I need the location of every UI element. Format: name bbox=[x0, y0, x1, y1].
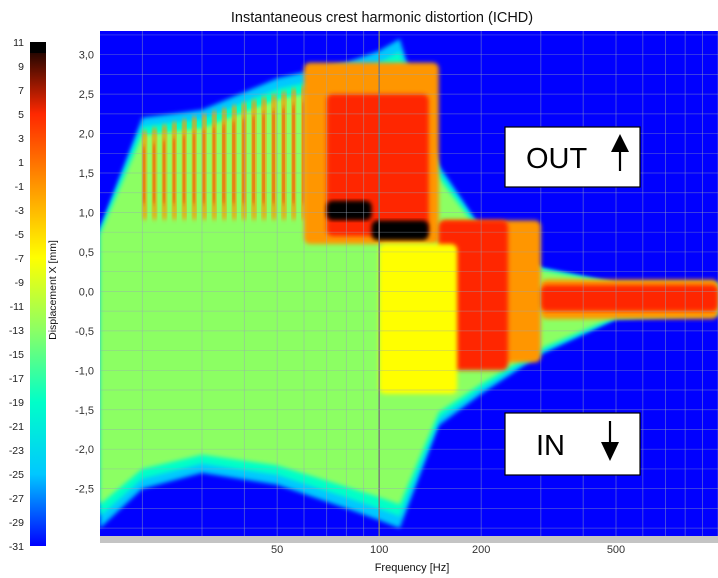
y-axis-ticks: -2,5 -2,0 -1,5 -1,0 -0,5 0,0 0,5 1,0 1,5 2,0 2,5 3,… bbox=[75, 50, 94, 496]
colorbar-tick-label: -21 bbox=[9, 421, 24, 433]
y-tick-label: 0,0 bbox=[79, 286, 94, 298]
in-callout: IN bbox=[504, 412, 641, 476]
colorbar-tick-label: -9 bbox=[15, 277, 24, 289]
y-tick-label: -1,5 bbox=[75, 405, 94, 417]
colorbar-max-band bbox=[30, 42, 46, 53]
x-axis-bar bbox=[100, 536, 718, 543]
colorbar-ticks: 11 9 7 5 3 1 -1 -3 -5 -7 -9 -11 -13 -15 -17 -19 -21 -23 -2… bbox=[9, 37, 24, 553]
distortion-stripe-core bbox=[182, 134, 186, 205]
x-axis-label: Frequency [Hz] bbox=[375, 562, 450, 574]
y-axis-label: Displacement X [mm] bbox=[47, 240, 59, 340]
colorbar: 11 9 7 5 3 1 -1 -3 -5 -7 -9 -11 -13 -15 -17 -19 -21 -23 -2… bbox=[9, 37, 46, 553]
y-tick-label: -2,0 bbox=[75, 444, 94, 456]
colorbar-tick-label: -27 bbox=[9, 493, 24, 505]
plot-area bbox=[100, 31, 718, 543]
colorbar-tick-label: -7 bbox=[15, 253, 24, 265]
y-tick-label: 2,5 bbox=[79, 89, 94, 101]
y-tick-label: 2,0 bbox=[79, 129, 94, 141]
distortion-stripe-core bbox=[262, 112, 265, 205]
max-distortion-region bbox=[326, 200, 372, 221]
high-freq-band-core bbox=[540, 285, 718, 312]
y-tick-label: 1,0 bbox=[79, 207, 94, 219]
up-arrow-icon bbox=[611, 134, 629, 171]
out-callout: OUT bbox=[504, 126, 641, 188]
x-axis-ticks: 50 100 200 500 bbox=[271, 544, 625, 556]
chart-title: Instantaneous crest harmonic distortion … bbox=[231, 10, 533, 26]
colorbar-tick-label: -1 bbox=[15, 181, 24, 193]
distortion-stripe-core bbox=[282, 106, 285, 205]
colorbar-tick-label: 9 bbox=[18, 61, 24, 73]
x-tick-label: 50 bbox=[271, 544, 283, 556]
x-tick-label: 200 bbox=[472, 544, 490, 556]
colorbar-scale bbox=[30, 42, 46, 546]
grid bbox=[100, 31, 718, 536]
in-callout-box bbox=[504, 412, 641, 476]
colorbar-tick-label: -29 bbox=[9, 517, 24, 529]
colorbar-tick-label: -11 bbox=[10, 301, 25, 313]
distortion-stripe-core bbox=[202, 128, 205, 205]
colorbar-tick-label: -17 bbox=[9, 373, 24, 385]
colorbar-tick-label: -25 bbox=[9, 469, 24, 481]
colorbar-tick-label: -23 bbox=[9, 445, 24, 457]
distortion-stripe-core bbox=[212, 125, 215, 205]
y-tick-label: -2,5 bbox=[75, 484, 94, 496]
colorbar-tick-label: -19 bbox=[9, 397, 24, 409]
distortion-stripe-core bbox=[192, 131, 196, 205]
y-tick-label: 1,5 bbox=[79, 168, 94, 180]
distortion-stripe-core bbox=[162, 139, 166, 205]
colorbar-tick-label: -3 bbox=[15, 205, 24, 217]
distortion-stripe-core bbox=[153, 142, 156, 205]
max-distortion-region bbox=[371, 220, 429, 241]
colorbar-tick-label: -31 bbox=[9, 541, 24, 553]
colorbar-tick-label: 7 bbox=[18, 85, 24, 97]
x-tick-label: 500 bbox=[607, 544, 625, 556]
distortion-stripe-core bbox=[292, 103, 295, 205]
down-arrow-icon bbox=[601, 421, 619, 461]
colorbar-tick-label: 1 bbox=[18, 157, 24, 169]
distortion-stripe-core bbox=[252, 114, 255, 205]
distortion-map bbox=[100, 38, 718, 529]
y-tick-label: 3,0 bbox=[79, 50, 94, 62]
y-tick-label: -1,0 bbox=[75, 365, 94, 377]
x-tick-label: 100 bbox=[370, 544, 388, 556]
in-callout-label: IN bbox=[536, 430, 565, 462]
distortion-stripe-core bbox=[272, 109, 275, 205]
colorbar-tick-label: -5 bbox=[15, 229, 24, 241]
transition-region bbox=[379, 244, 458, 394]
y-tick-label: 0,5 bbox=[79, 247, 94, 259]
colorbar-tick-label: 11 bbox=[13, 37, 24, 49]
y-tick-label: -0,5 bbox=[75, 326, 94, 338]
colorbar-tick-label: 5 bbox=[18, 109, 24, 121]
colorbar-tick-label: -13 bbox=[9, 325, 24, 337]
distortion-stripe-core bbox=[143, 145, 146, 205]
colorbar-tick-label: -15 bbox=[9, 349, 24, 361]
colorbar-tick-label: 3 bbox=[18, 133, 24, 145]
distortion-stripe-core bbox=[172, 137, 176, 205]
distortion-stripe-core bbox=[232, 120, 235, 205]
out-callout-box bbox=[504, 126, 641, 188]
distortion-stripe-core bbox=[222, 123, 225, 205]
out-callout-label: OUT bbox=[526, 143, 588, 175]
